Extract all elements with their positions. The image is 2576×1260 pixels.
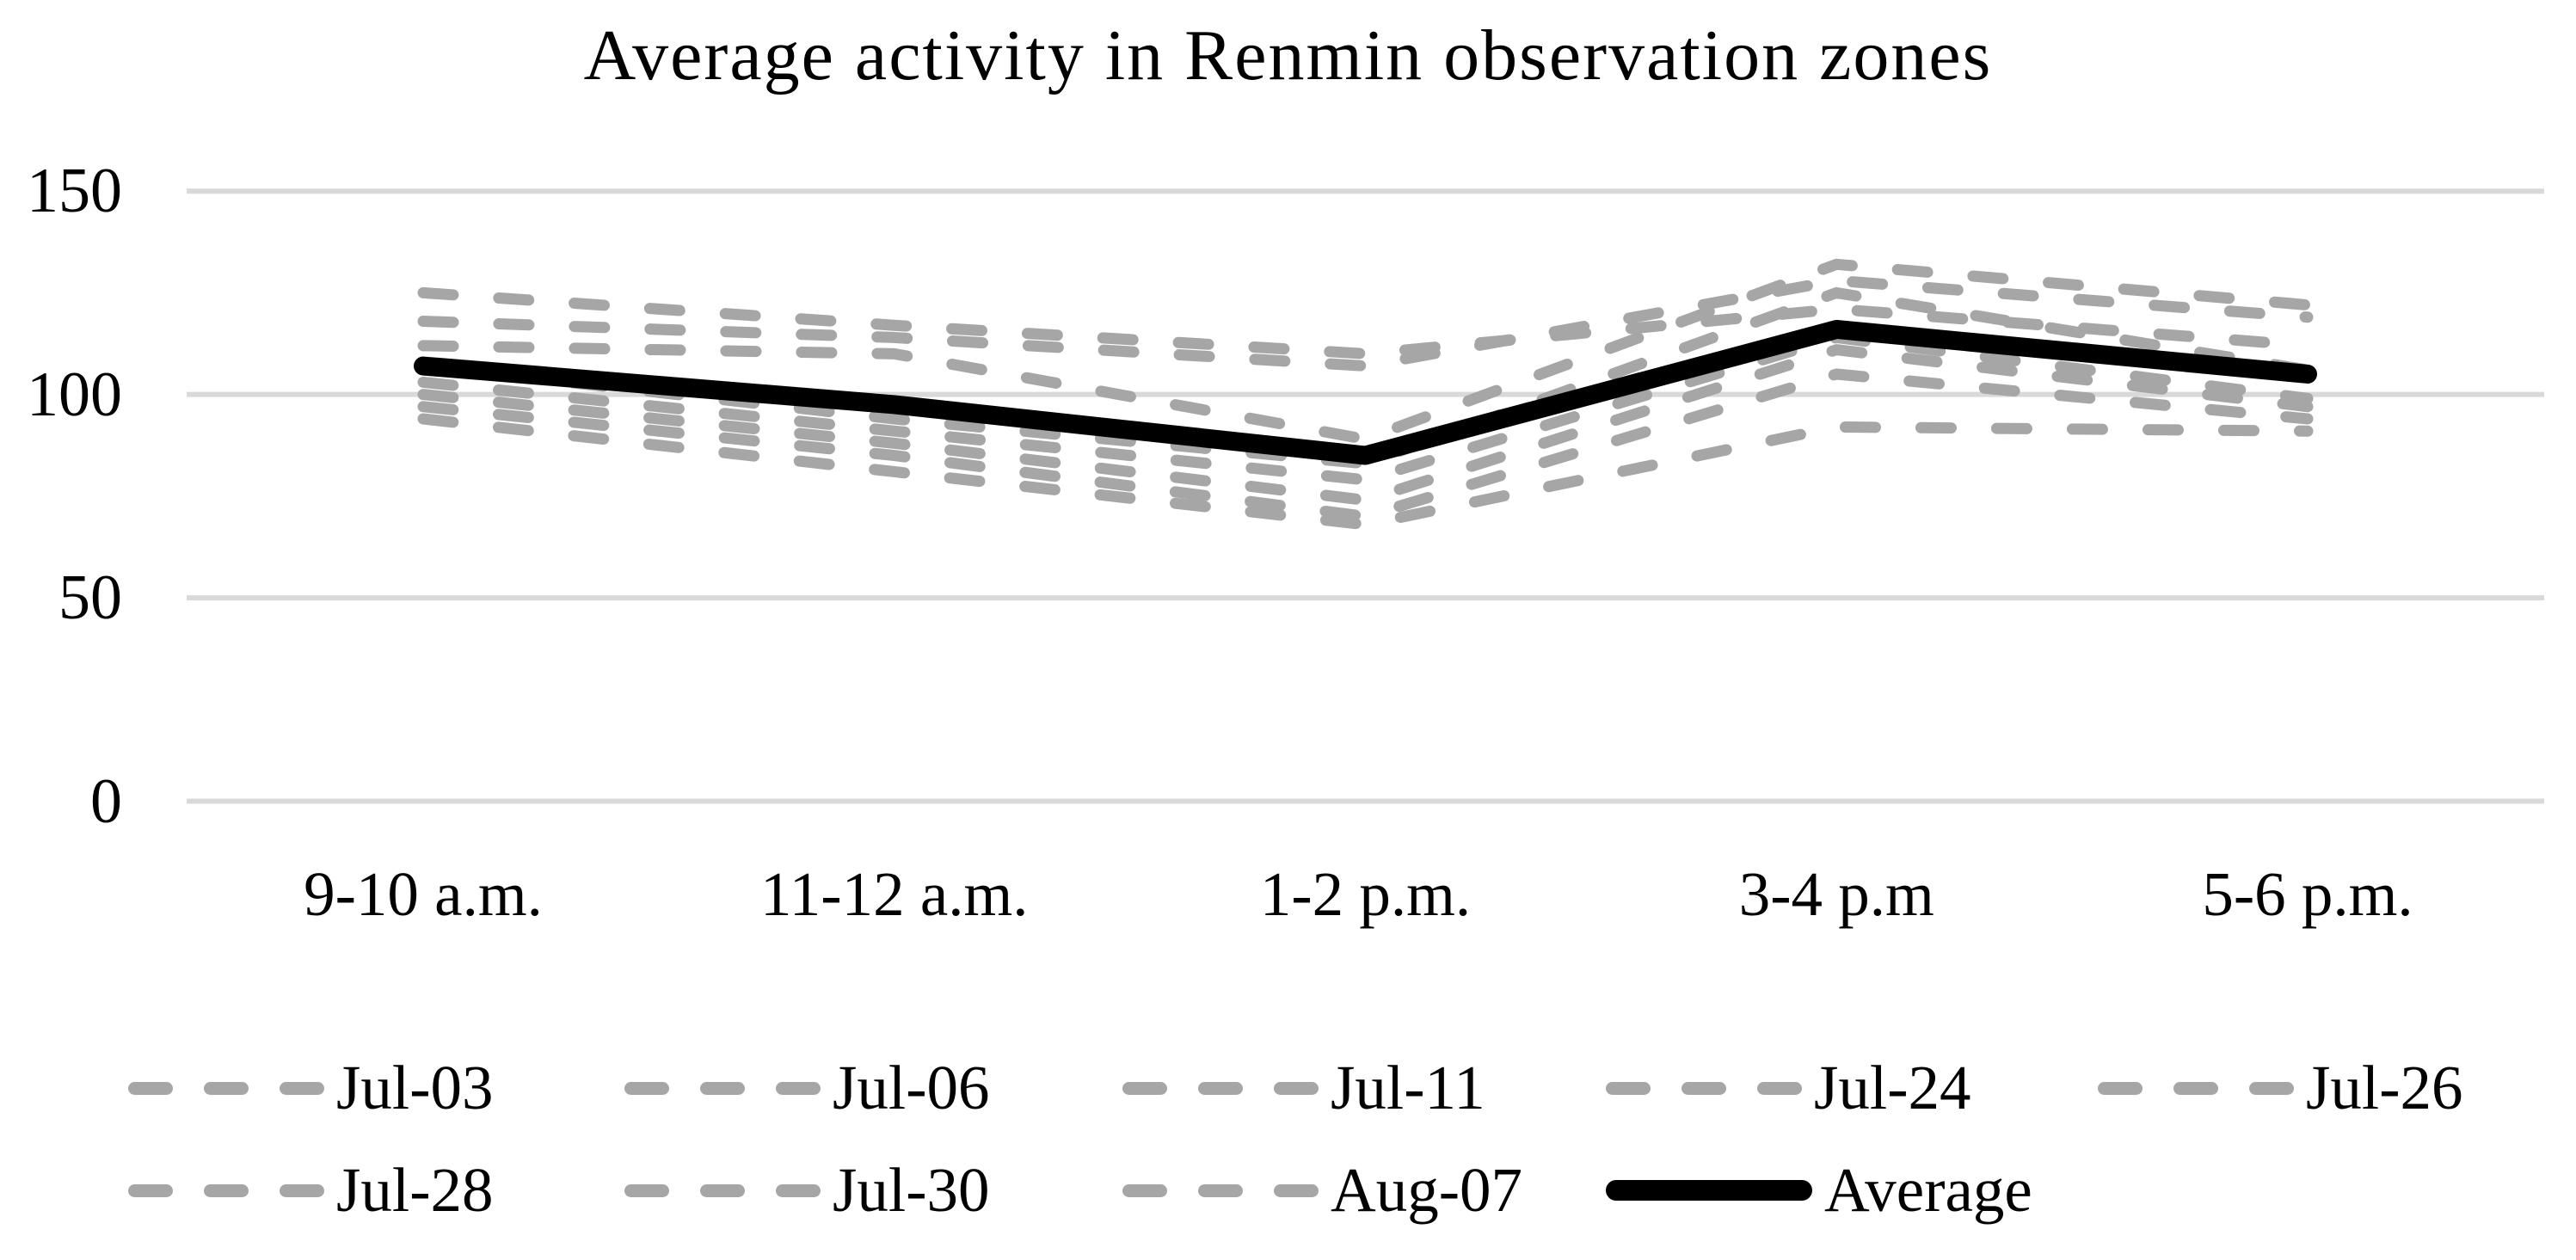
legend-dash-segment — [700, 1081, 745, 1095]
legend-dash-segment — [776, 1081, 821, 1095]
legend-dash-segment — [700, 1183, 745, 1197]
x-tick-label-2: 11-12 a.m. — [759, 859, 1029, 929]
x-tick-label-4: 3-4 p.m — [1738, 859, 1934, 929]
series-line-Jul-03 — [417, 286, 2314, 360]
legend-label-Jul-26: Jul-26 — [2306, 1053, 2463, 1122]
y-tick-label-150: 150 — [27, 156, 122, 227]
legend-dash-segment — [1122, 1183, 1167, 1197]
legend-label-Average: Average — [1824, 1155, 2032, 1225]
legend-item-Jul-11: Jul-11 — [1122, 1051, 1485, 1125]
legend-item-Aug-07: Aug-07 — [1122, 1153, 1522, 1227]
legend-dash-segment — [128, 1183, 173, 1197]
x-tick-label-5: 5-6 p.m. — [2202, 859, 2413, 929]
legend-dash-segment — [128, 1081, 173, 1095]
legend-average-bar — [1606, 1180, 1812, 1201]
legend-dashed-line-sample — [2098, 1081, 2294, 1095]
legend-dash-segment — [280, 1183, 324, 1197]
legend-item-Average: Average — [1606, 1153, 2032, 1227]
legend-dash-segment — [1274, 1183, 1319, 1197]
legend-label-Jul-28: Jul-28 — [336, 1155, 494, 1225]
x-tick-label-3: 1-2 p.m. — [1259, 859, 1472, 929]
y-tick-label-0: 0 — [90, 765, 122, 837]
legend-dash-segment — [624, 1081, 669, 1095]
legend-dash-segment — [2249, 1081, 2294, 1095]
legend-label-Jul-24: Jul-24 — [1814, 1053, 1971, 1122]
legend-dashed-line-sample — [128, 1183, 324, 1197]
series-line-Jul-30 — [417, 368, 2314, 522]
legend-label-Jul-06: Jul-06 — [833, 1053, 990, 1122]
legend-item-Jul-28: Jul-28 — [128, 1153, 494, 1227]
legend-label-Jul-11: Jul-11 — [1331, 1053, 1485, 1122]
legend-dash-segment — [2098, 1081, 2143, 1095]
legend-item-Jul-03: Jul-03 — [128, 1051, 494, 1125]
series-line-Jul-11 — [417, 258, 2314, 446]
legend-item-Jul-06: Jul-06 — [624, 1051, 990, 1125]
legend-dash-segment — [1606, 1081, 1651, 1095]
series-line-Jul-06 — [417, 274, 2314, 372]
legend-solid-line-sample — [1606, 1180, 1812, 1201]
legend-label-Aug-07: Aug-07 — [1331, 1155, 1523, 1225]
legend-dash-segment — [624, 1183, 669, 1197]
legend-dash-segment — [1122, 1081, 1167, 1095]
chart-title: Average activity in Renmin observation z… — [583, 15, 1993, 95]
legend-dashed-line-sample — [624, 1081, 821, 1095]
legend-item-Jul-24: Jul-24 — [1606, 1051, 1971, 1125]
legend-dash-segment — [776, 1183, 821, 1197]
legend-dash-segment — [204, 1081, 249, 1095]
legend-dashed-line-sample — [1606, 1081, 1802, 1095]
y-tick-label-50: 50 — [58, 562, 122, 634]
legend-dash-segment — [280, 1081, 324, 1095]
legend-dash-segment — [204, 1183, 249, 1197]
legend-dash-segment — [1681, 1081, 1726, 1095]
series-line-Aug-07 — [417, 413, 2314, 531]
series-line-Jul-28 — [417, 344, 2314, 507]
series-line-Average — [414, 319, 2317, 465]
legend-dash-segment — [1198, 1081, 1243, 1095]
legend-dash-segment — [1757, 1081, 1802, 1095]
series-line-Jul-26 — [417, 331, 2314, 486]
legend-label-Jul-30: Jul-30 — [833, 1155, 990, 1225]
legend-dash-segment — [1198, 1183, 1243, 1197]
legend-dashed-line-sample — [1122, 1183, 1319, 1197]
legend-dash-segment — [1274, 1081, 1319, 1095]
x-tick-label-1: 9-10 a.m. — [304, 859, 543, 929]
legend-dashed-line-sample — [624, 1183, 821, 1197]
legend-dashed-line-sample — [1122, 1081, 1319, 1095]
legend-dash-segment — [2173, 1081, 2218, 1095]
legend-dashed-line-sample — [128, 1081, 324, 1095]
legend-item-Jul-30: Jul-30 — [624, 1153, 990, 1227]
legend-item-Jul-26: Jul-26 — [2098, 1051, 2463, 1125]
y-tick-label-100: 100 — [27, 359, 122, 430]
legend-label-Jul-03: Jul-03 — [336, 1053, 494, 1122]
